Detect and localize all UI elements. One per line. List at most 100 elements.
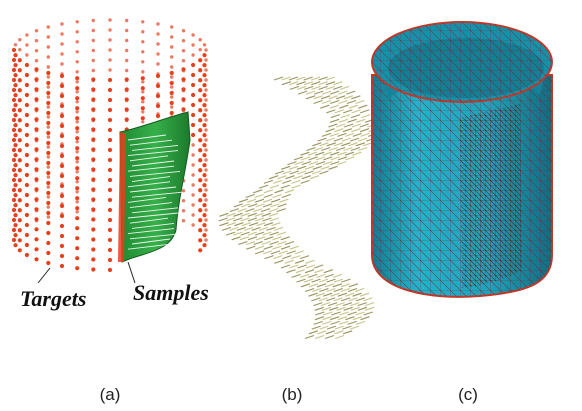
- target-point: [13, 243, 18, 248]
- target-point: [11, 47, 17, 53]
- vector-glyph: [320, 165, 330, 170]
- target-point: [169, 70, 174, 76]
- vector-glyph: [245, 193, 255, 199]
- target-point: [191, 223, 195, 227]
- target-point: [46, 170, 51, 176]
- vector-glyph: [345, 156, 355, 161]
- target-point: [204, 218, 208, 222]
- vector-glyph: [315, 156, 326, 161]
- target-point: [11, 177, 17, 183]
- vector-glyph: [350, 306, 360, 311]
- target-point: [198, 88, 202, 92]
- vector-glyph: [280, 264, 291, 269]
- vector-glyph: [364, 302, 375, 307]
- vector-glyph: [340, 283, 351, 288]
- target-point: [202, 93, 207, 97]
- vector-glyph: [253, 208, 263, 213]
- vector-glyph: [297, 90, 308, 95]
- target-point: [60, 142, 64, 146]
- vector-glyph: [296, 85, 307, 90]
- target-point: [156, 82, 160, 86]
- vector-glyph: [304, 170, 314, 175]
- vector-glyph: [333, 137, 343, 142]
- target-point: [202, 163, 207, 167]
- vector-glyph: [284, 189, 295, 194]
- sample-arrow: [129, 233, 181, 240]
- target-point: [91, 247, 96, 252]
- target-point: [125, 28, 129, 33]
- target-point: [198, 178, 202, 182]
- vector-glyph: [291, 179, 301, 184]
- target-point: [34, 49, 39, 53]
- vector-glyph: [350, 302, 360, 307]
- panel-b-vector-field: [218, 76, 378, 340]
- target-point: [108, 118, 112, 122]
- target-point: [11, 107, 17, 113]
- vector-glyph: [328, 146, 338, 152]
- target-point: [191, 143, 195, 147]
- target-point: [11, 167, 17, 173]
- caption-b: (b): [281, 385, 303, 404]
- target-point: [91, 138, 96, 143]
- target-point: [198, 148, 202, 152]
- samples-sheet: [118, 111, 191, 263]
- target-point: [170, 35, 174, 39]
- vector-glyph: [318, 278, 329, 283]
- vector-glyph: [218, 217, 228, 222]
- vector-glyph: [304, 165, 315, 170]
- vector-glyph: [308, 156, 318, 161]
- vector-glyph: [274, 189, 284, 194]
- vector-glyph: [338, 118, 348, 123]
- target-point: [202, 203, 207, 207]
- vector-glyph: [332, 273, 343, 278]
- target-point: [46, 130, 51, 136]
- vector-glyph: [258, 226, 269, 231]
- target-point: [181, 69, 186, 73]
- target-point: [34, 119, 39, 123]
- vector-glyph: [305, 90, 316, 95]
- target-point: [60, 162, 64, 166]
- target-point: [204, 98, 208, 102]
- vector-glyph: [304, 334, 315, 340]
- vector-glyph: [289, 85, 300, 90]
- vector-glyph: [337, 292, 348, 297]
- target-point: [75, 160, 79, 164]
- target-point: [181, 199, 186, 203]
- target-point: [25, 133, 29, 137]
- target-point: [202, 53, 207, 57]
- vector-glyph: [339, 104, 349, 109]
- target-point: [204, 148, 208, 152]
- target-point: [108, 48, 112, 52]
- vector-glyph: [328, 302, 338, 307]
- vector-glyph: [363, 311, 373, 316]
- vector-glyph: [303, 278, 314, 283]
- vector-glyph: [343, 146, 353, 152]
- vector-glyph: [281, 81, 292, 86]
- vector-glyph: [341, 142, 351, 147]
- target-point: [141, 110, 145, 114]
- target-point: [13, 53, 18, 57]
- target-point: [140, 76, 145, 81]
- vector-glyph: [334, 334, 345, 340]
- target-point: [91, 148, 96, 153]
- vector-glyph: [261, 240, 271, 246]
- target-point: [46, 215, 50, 219]
- vector-glyph: [361, 114, 371, 119]
- sample-arrow: [131, 207, 179, 214]
- target-point: [198, 68, 202, 72]
- target-point: [46, 55, 50, 59]
- vector-glyph: [293, 156, 304, 161]
- vector-glyph: [337, 151, 347, 156]
- target-point: [204, 168, 208, 172]
- vector-glyph: [300, 283, 311, 288]
- target-point: [140, 116, 145, 121]
- sample-arrow: [129, 202, 173, 209]
- target-point: [18, 168, 22, 172]
- vector-glyph: [268, 208, 279, 213]
- vector-glyph: [334, 330, 344, 335]
- vector-glyph: [308, 283, 319, 288]
- target-point: [60, 192, 64, 196]
- target-point: [24, 232, 29, 238]
- vector-glyph: [330, 114, 340, 119]
- target-point: [60, 202, 64, 206]
